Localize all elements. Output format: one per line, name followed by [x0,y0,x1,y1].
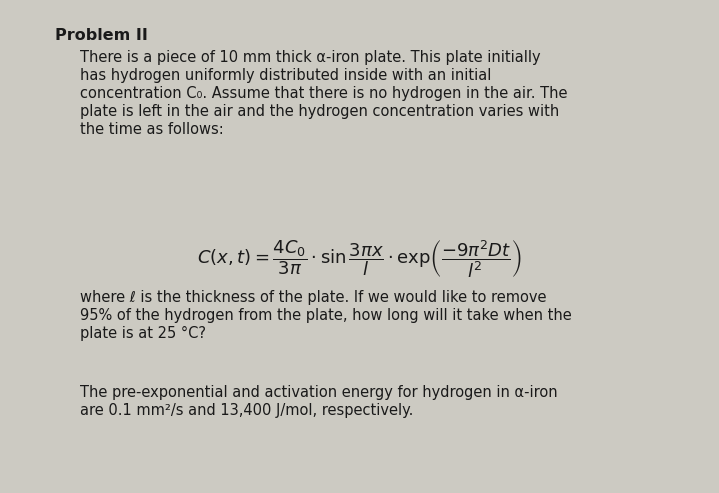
Text: has hydrogen uniformly distributed inside with an initial: has hydrogen uniformly distributed insid… [80,68,491,83]
Text: concentration C₀. Assume that there is no hydrogen in the air. The: concentration C₀. Assume that there is n… [80,86,567,101]
Text: the time as follows:: the time as follows: [80,122,224,137]
Text: plate is at 25 °C?: plate is at 25 °C? [80,326,206,341]
Text: The pre-exponential and activation energy for hydrogen in α-iron: The pre-exponential and activation energ… [80,385,558,400]
Text: where ℓ is the thickness of the plate. If we would like to remove: where ℓ is the thickness of the plate. I… [80,290,546,305]
Text: plate is left in the air and the hydrogen concentration varies with: plate is left in the air and the hydroge… [80,104,559,119]
Text: $C(x,t) = \dfrac{4C_0}{3\pi} \cdot \sin\dfrac{3\pi x}{l} \cdot \exp\!\left(\dfra: $C(x,t) = \dfrac{4C_0}{3\pi} \cdot \sin\… [197,238,522,280]
Text: 95% of the hydrogen from the plate, how long will it take when the: 95% of the hydrogen from the plate, how … [80,308,572,323]
Text: Problem II: Problem II [55,28,148,43]
Text: There is a piece of 10 mm thick α-iron plate. This plate initially: There is a piece of 10 mm thick α-iron p… [80,50,541,65]
Text: are 0.1 mm²/s and 13,400 J/mol, respectively.: are 0.1 mm²/s and 13,400 J/mol, respecti… [80,403,413,418]
